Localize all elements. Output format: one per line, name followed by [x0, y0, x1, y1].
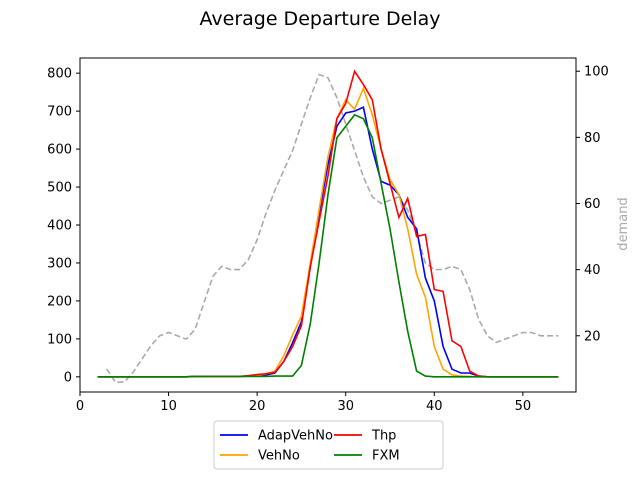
demand-line — [105, 73, 559, 383]
y-tick-label: 100 — [47, 332, 72, 347]
y-tick-label: 0 — [64, 370, 72, 385]
x-tick-label: 50 — [515, 399, 532, 414]
legend-label-fxm: FXM — [372, 449, 400, 464]
axes-layer: 0 10 20 30 40 5001002003004005006007008002040… — [47, 57, 609, 414]
x-tick-label: 0 — [76, 399, 84, 414]
x-tick-label: 10 — [160, 399, 177, 414]
y2-tick-label: 20 — [584, 329, 601, 344]
x-tick-label: 20 — [249, 399, 266, 414]
y-tick-label: 800 — [47, 67, 72, 82]
chart-title: Average Departure Delay — [200, 8, 441, 30]
y-tick-label: 400 — [47, 219, 72, 234]
y-tick-label: 200 — [47, 294, 72, 309]
y2-tick-label: 40 — [584, 263, 601, 278]
series-layer — [97, 69, 559, 383]
legend: AdapVehNo VehNo Thp FXM — [213, 420, 444, 470]
legend-label-thp: Thp — [371, 429, 396, 444]
legend-label-vehno: VehNo — [258, 449, 300, 464]
y2-tick-label: 100 — [584, 65, 609, 80]
x-tick-label: 30 — [337, 399, 354, 414]
right-axis-label: demand — [616, 197, 631, 250]
y2-tick-label: 60 — [584, 197, 601, 212]
series-line-thp — [97, 69, 559, 378]
y-tick-label: 600 — [47, 143, 72, 158]
legend-box — [213, 420, 444, 470]
series-line-fxm — [97, 113, 559, 378]
legend-label-adapvehno: AdapVehNo — [258, 429, 333, 444]
y-tick-label: 500 — [47, 181, 72, 196]
y-tick-label: 700 — [47, 105, 72, 120]
x-tick-label: 40 — [426, 399, 443, 414]
y2-tick-label: 80 — [584, 131, 601, 146]
y-tick-label: 300 — [47, 256, 72, 271]
